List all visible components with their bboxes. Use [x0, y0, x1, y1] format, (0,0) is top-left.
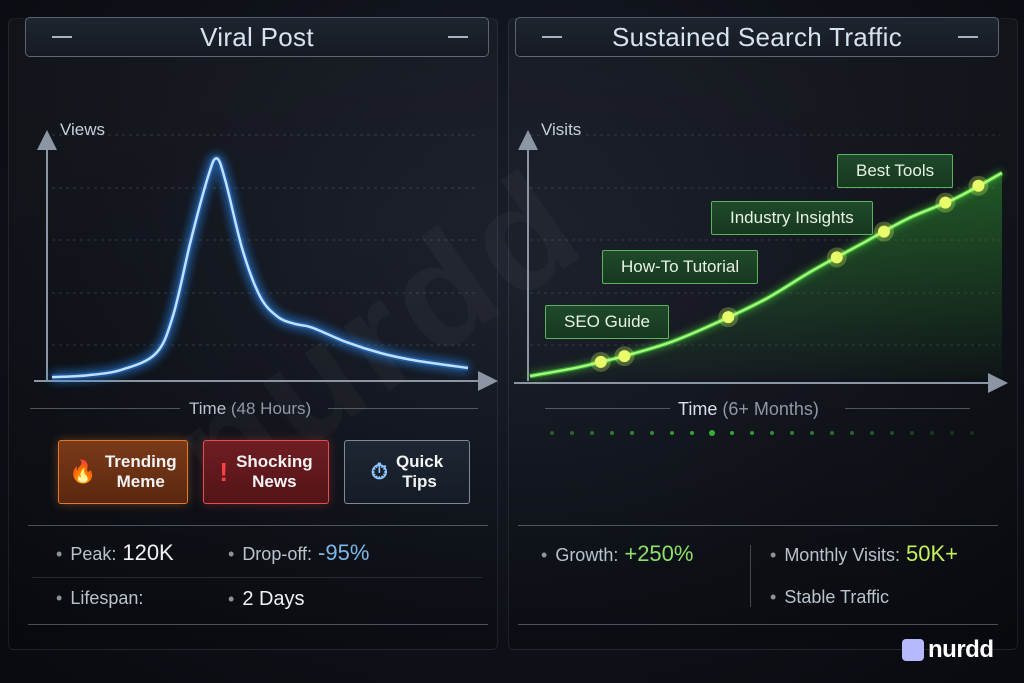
timeline-dot: [830, 431, 834, 435]
time-label-range: (48 Hours): [230, 399, 312, 418]
milestone-marker: [939, 196, 952, 209]
divider: [845, 408, 970, 409]
quick-tips-badge: ⏱ Quick Tips: [344, 440, 470, 504]
search-grid: [530, 134, 1000, 346]
fire-icon: 🔥: [69, 459, 97, 484]
dash-icon: [958, 36, 978, 38]
milestone-marker: [830, 251, 843, 264]
milestone-best-tools: Best Tools: [837, 154, 954, 188]
divider: [750, 545, 751, 607]
timeline-dot: [970, 431, 974, 435]
timeline-dot: [810, 431, 814, 435]
search-area: [530, 172, 1002, 379]
timeline-dot: [650, 431, 654, 435]
timeline-dot: [790, 431, 794, 435]
stable-traffic-stat: • Stable Traffic: [770, 587, 890, 607]
divider: [28, 525, 488, 526]
exclamation-icon: !: [219, 457, 229, 487]
shocking-news-badge: ! Shocking News: [203, 440, 329, 504]
divider: [28, 624, 488, 625]
monthly-visits-stat: • Monthly Visits: 50K+: [770, 541, 959, 566]
timeline-dot: [550, 431, 554, 435]
dash-icon: [542, 36, 562, 38]
timeline-dot: [690, 431, 694, 435]
milestone-how-to-tutorial: How-To Tutorial: [602, 250, 759, 284]
lifespan-stat: • Lifespan:: [56, 588, 144, 608]
divider: [328, 408, 478, 409]
search-time-label: Time (6+ Months): [678, 399, 819, 420]
timeline-dot: [570, 431, 574, 435]
viral-post-title: Viral Post: [200, 21, 314, 52]
viral-post-title-bar: Viral Post: [25, 17, 489, 57]
brand-logo: nurdd: [902, 636, 994, 664]
growth-stat: • Growth: +250%: [541, 541, 694, 566]
viral-axes: [34, 130, 498, 391]
timeline-dots: [550, 430, 974, 436]
peak-stat: • Peak: 120K: [56, 540, 174, 565]
monthly-visits-value: 50K+: [906, 541, 959, 566]
timeline-dot: [770, 431, 774, 435]
peak-value: 120K: [122, 540, 174, 565]
dropoff-value: -95%: [318, 540, 370, 565]
dash-icon: [448, 36, 468, 38]
milestone-marker: [594, 355, 607, 368]
growth-value: +250%: [624, 541, 694, 566]
badge-label: Quick Tips: [395, 452, 444, 491]
search-axes: [514, 130, 1008, 393]
search-traffic-title-bar: Sustained Search Traffic: [515, 17, 999, 57]
milestone-marker: [972, 179, 985, 192]
time-label-range: (6+ Months): [722, 399, 819, 419]
badge-label: Shocking News: [236, 452, 313, 491]
viral-post-panel: [8, 18, 498, 650]
badge-label: Trending Meme: [104, 452, 177, 491]
milestone-seo-guide: SEO Guide: [545, 305, 669, 339]
divider: [32, 577, 482, 578]
timeline-dot: [870, 431, 874, 435]
divider: [545, 408, 670, 409]
divider: [30, 408, 180, 409]
divider: [518, 624, 998, 625]
timeline-dot: [750, 431, 754, 435]
timeline-dot: [630, 431, 634, 435]
divider: [518, 525, 998, 526]
timeline-dot: [850, 431, 854, 435]
timeline-dot: [930, 431, 934, 435]
viral-line-glow: [51, 155, 469, 381]
dropoff-stat: • Drop-off: -95%: [228, 540, 370, 565]
timeline-dot: [910, 431, 914, 435]
viral-grid: [52, 134, 478, 346]
logo-mark-icon: [902, 639, 924, 661]
lifespan-value: 2 Days: [242, 588, 305, 610]
lifespan-value-row: • 2 Days: [228, 588, 305, 610]
timeline-dot: [890, 431, 894, 435]
timeline-dot: [610, 431, 614, 435]
viral-series: [51, 155, 469, 381]
viral-line: [51, 157, 469, 379]
timeline-dot: [730, 431, 734, 435]
milestone-marker: [618, 350, 631, 363]
trending-meme-badge: 🔥 Trending Meme: [58, 440, 188, 504]
views-axis-label: Views: [60, 120, 106, 139]
dash-icon: [52, 36, 72, 38]
milestone-marker: [722, 311, 735, 324]
viral-time-label: Time (48 Hours): [189, 399, 311, 419]
timeline-dot: [590, 431, 594, 435]
search-series: [529, 170, 1004, 379]
time-label-main: Time: [189, 399, 227, 418]
timeline-dot: [950, 431, 954, 435]
brand-name: nurdd: [928, 636, 994, 663]
timeline-dot: [709, 430, 715, 436]
visits-axis-label: Visits: [541, 120, 582, 139]
stopwatch-icon: ⏱: [370, 459, 388, 484]
milestone-marker: [878, 225, 890, 238]
time-label-main: Time: [678, 399, 718, 419]
milestone-industry-insights: Industry Insights: [711, 201, 873, 235]
timeline-dot: [670, 431, 674, 435]
search-traffic-title: Sustained Search Traffic: [612, 21, 902, 52]
